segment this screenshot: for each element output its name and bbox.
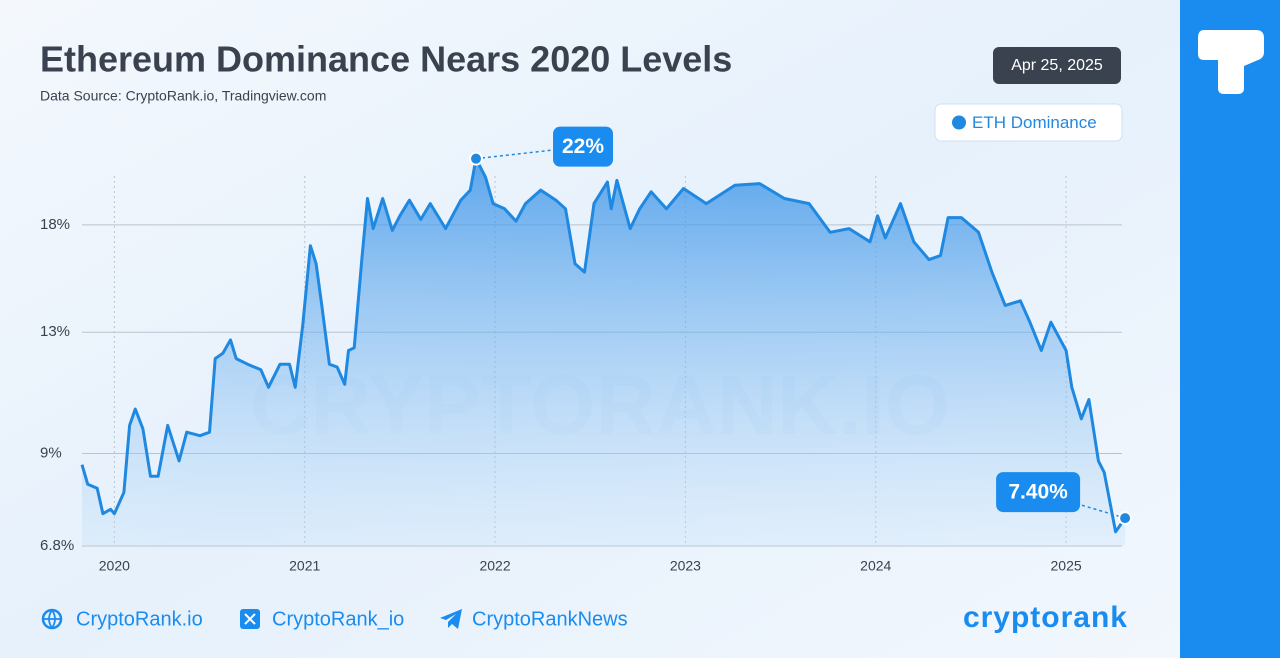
globe-lines bbox=[43, 609, 61, 629]
legend-box bbox=[934, 103, 1123, 142]
plot: CRYPTORANK.IO6.8%9%13%18%202020212022202… bbox=[40, 103, 1133, 574]
line bbox=[80, 157, 1127, 534]
y-tick-label: 18% bbox=[40, 216, 70, 233]
x-icon-mark bbox=[244, 613, 256, 625]
telegram-icon bbox=[440, 609, 462, 629]
logo bbox=[1198, 30, 1264, 94]
annotation-point bbox=[469, 151, 484, 166]
footer: CryptoRank.io CryptoRank_io CryptoRankNe… bbox=[41, 601, 1128, 634]
date: Apr 25, 2025 bbox=[1011, 57, 1103, 74]
annotation-box bbox=[996, 472, 1081, 513]
title: Ethereum Dominance Nears 2020 Levels bbox=[40, 39, 732, 80]
x-tick-label: 2024 bbox=[860, 558, 891, 574]
x-tick-label: 2025 bbox=[1051, 558, 1082, 574]
legend-label: ETH Dominance bbox=[972, 113, 1097, 132]
x-tick-label: 2021 bbox=[289, 558, 320, 574]
annotation-box bbox=[553, 126, 614, 167]
annotation-label: 7.40% bbox=[1008, 481, 1068, 504]
annotation-label: 22% bbox=[562, 135, 604, 158]
y-tick-label: 9% bbox=[40, 444, 62, 461]
brand: cryptorank bbox=[963, 601, 1128, 634]
area bbox=[82, 158, 1126, 546]
x-tick-label: 2020 bbox=[99, 558, 130, 574]
y-tick-label: 6.8% bbox=[40, 537, 74, 554]
footer-link[interactable]: CryptoRank.io bbox=[76, 608, 203, 630]
footer-link[interactable]: CryptoRank_io bbox=[272, 608, 404, 630]
footer-link[interactable]: CryptoRankNews bbox=[472, 608, 628, 630]
legend-swatch bbox=[952, 115, 966, 130]
x-tick-label: 2022 bbox=[479, 558, 510, 574]
annotation-point bbox=[1118, 511, 1133, 526]
subtitle: Data Source: CryptoRank.io, Tradingview.… bbox=[40, 88, 326, 104]
x-tick-label: 2023 bbox=[670, 558, 701, 574]
date-badge bbox=[993, 47, 1121, 84]
side-bar bbox=[1180, 0, 1280, 658]
y-tick-label: 13% bbox=[40, 323, 70, 340]
